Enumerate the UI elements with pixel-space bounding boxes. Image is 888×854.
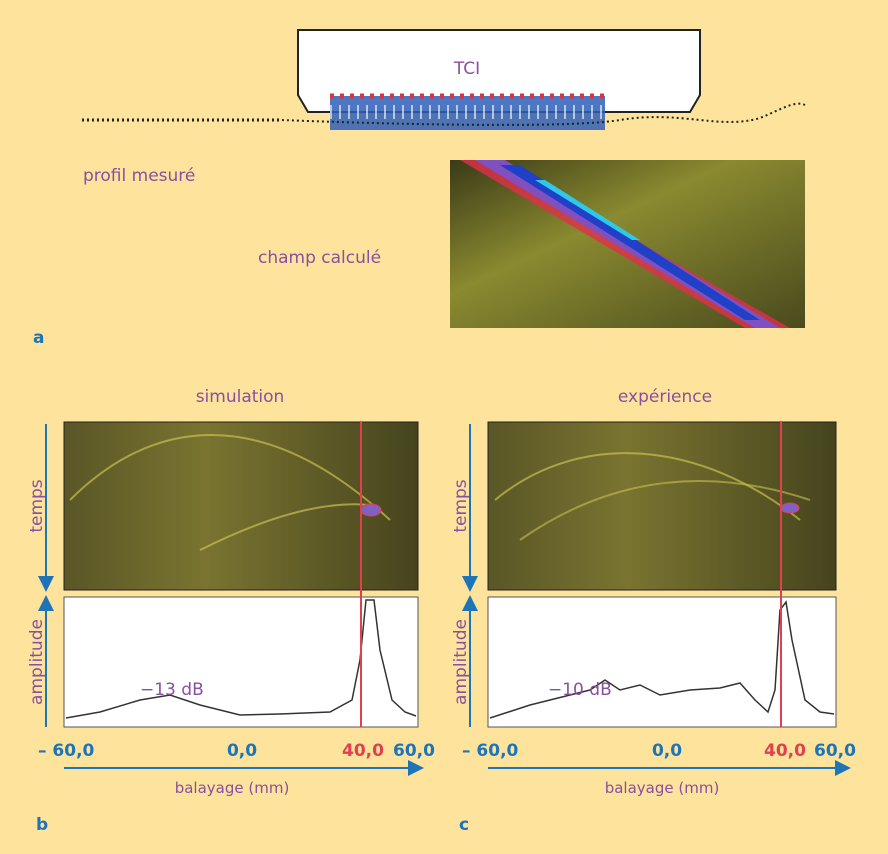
field-label: champ calculé xyxy=(258,248,381,268)
transducer-label: TCI xyxy=(453,59,480,79)
amplitude-plot xyxy=(487,596,837,728)
panel-title: expérience xyxy=(618,387,712,407)
amplitude-curve xyxy=(65,599,417,719)
profile-right xyxy=(281,102,806,126)
annotation: −13 dB xyxy=(140,680,204,700)
amplitude-label: amplitude xyxy=(27,619,47,705)
field-map xyxy=(450,160,805,328)
defect-echo xyxy=(360,503,382,517)
bscan xyxy=(487,421,837,591)
profile-label: profil mesuré xyxy=(83,166,195,186)
amplitude-curve xyxy=(489,600,835,719)
tick-label: 40,0 xyxy=(342,741,384,761)
tick-label: 40,0 xyxy=(764,741,806,761)
tick-label: – 60,0 xyxy=(462,741,519,761)
echo xyxy=(519,479,811,541)
echo xyxy=(199,503,371,551)
panel-label: a xyxy=(33,328,44,348)
panel-label: c xyxy=(459,815,469,835)
panel-title: simulation xyxy=(196,387,285,407)
tick-label: 60,0 xyxy=(814,741,856,761)
defect-echo xyxy=(780,502,800,514)
time-label: temps xyxy=(451,479,471,532)
echo xyxy=(69,434,391,521)
panel-label: b xyxy=(36,815,48,835)
time-label: temps xyxy=(27,479,47,532)
echo xyxy=(494,452,801,521)
annotation: −10 dB xyxy=(548,680,612,700)
tick-label: 0,0 xyxy=(652,741,682,761)
tick-label: 0,0 xyxy=(227,741,257,761)
tick-label: 60,0 xyxy=(393,741,435,761)
scan-label: balayage (mm) xyxy=(605,779,720,797)
bscan xyxy=(63,421,419,591)
amplitude-label: amplitude xyxy=(451,619,471,705)
tick-label: – 60,0 xyxy=(38,741,95,761)
scan-label: balayage (mm) xyxy=(175,779,290,797)
transducer xyxy=(297,29,701,113)
